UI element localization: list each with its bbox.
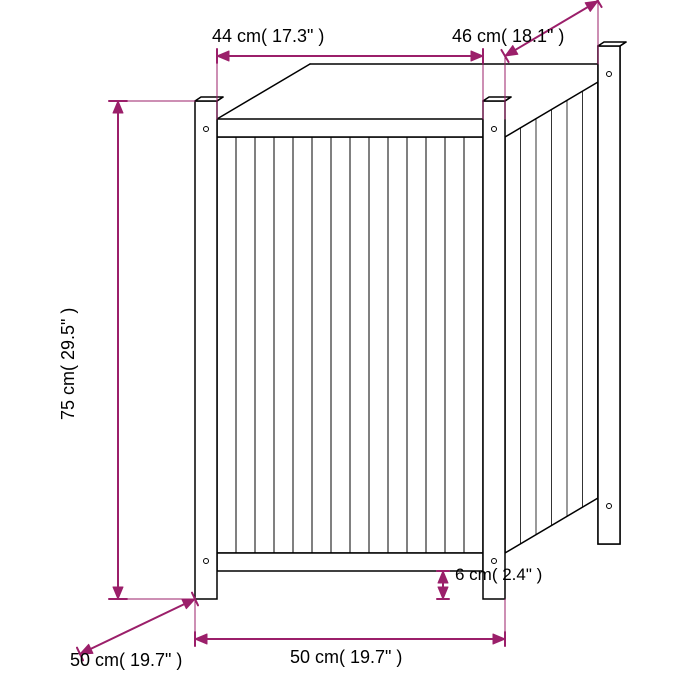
drawing-svg xyxy=(0,0,700,700)
label-height: 75 cm( 29.5" ) xyxy=(58,308,79,420)
dimension-diagram: 75 cm( 29.5" ) 44 cm( 17.3" ) 46 cm( 18.… xyxy=(0,0,700,700)
label-clearance: 6 cm( 2.4" ) xyxy=(455,565,542,585)
label-base-depth: 50 cm( 19.7" ) xyxy=(70,650,182,671)
label-inner-depth: 46 cm( 18.1" ) xyxy=(452,26,564,47)
label-inner-width: 44 cm( 17.3" ) xyxy=(212,26,324,47)
label-base-width: 50 cm( 19.7" ) xyxy=(290,647,402,668)
